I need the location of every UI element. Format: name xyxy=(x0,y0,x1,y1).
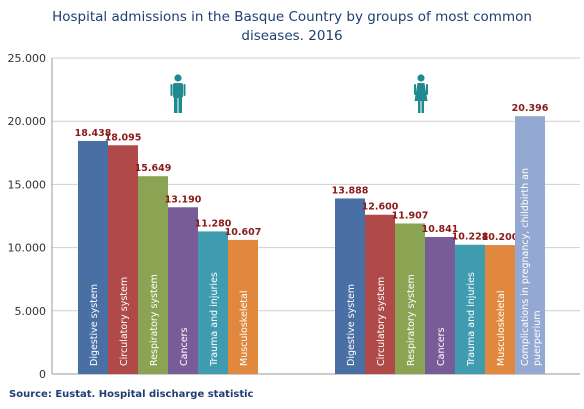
category-label: Cancers xyxy=(436,328,447,366)
category-label: Respiratory system xyxy=(149,274,160,366)
category-label: puerperium xyxy=(532,311,543,367)
female-icon xyxy=(414,74,428,113)
chart-title-line-1: Hospital admissions in the Basque Countr… xyxy=(52,9,532,25)
male-icon xyxy=(170,74,186,113)
bar xyxy=(425,236,455,374)
data-label: 20.396 xyxy=(512,103,549,114)
y-tick-label: 15.000 xyxy=(8,178,47,191)
data-label: 10.228 xyxy=(452,232,489,243)
source-note: Source: Eustat. Hospital discharge stati… xyxy=(9,389,254,400)
bar xyxy=(108,145,138,374)
y-tick-label: 20.000 xyxy=(8,115,47,128)
category-label: Trauma and injuries xyxy=(466,272,477,367)
bars-layer: 18.438 Digestive system 18.095 Circulatory … xyxy=(75,103,549,375)
bar xyxy=(455,244,485,374)
y-tick-label: 25.000 xyxy=(8,52,47,65)
category-label: Circulatory system xyxy=(119,277,130,366)
category-label: Cancers xyxy=(179,328,190,366)
icons-layer xyxy=(170,74,428,113)
bar xyxy=(168,207,198,374)
bar xyxy=(138,176,168,374)
chart-title-line-2: diseases. 2016 xyxy=(241,28,342,44)
data-label: 15.649 xyxy=(135,163,172,174)
bar xyxy=(515,116,545,375)
bar xyxy=(228,239,258,374)
bar xyxy=(485,245,515,374)
category-label: Circulatory system xyxy=(376,277,387,366)
category-label: Respiratory system xyxy=(406,274,417,366)
category-label: Musculoskeletal xyxy=(239,291,250,367)
bar xyxy=(78,140,108,374)
data-label: 12.600 xyxy=(362,202,399,213)
data-label: 11.907 xyxy=(392,210,429,221)
data-label: 10.841 xyxy=(422,224,459,235)
data-label: 18.095 xyxy=(105,132,142,143)
category-label: Digestive system xyxy=(89,284,100,366)
y-tick-label: 5.000 xyxy=(15,305,47,318)
data-label: 10.607 xyxy=(225,227,262,238)
data-label: 13.190 xyxy=(165,194,202,205)
data-label: 18.438 xyxy=(75,128,112,139)
category-label: Complications in pregnancy, childbirth a… xyxy=(520,168,531,366)
category-label: Trauma and injuries xyxy=(209,272,220,367)
category-label: Digestive system xyxy=(346,284,357,366)
bar xyxy=(198,231,228,374)
category-label: Musculoskeletal xyxy=(496,291,507,367)
y-tick-label: 10.000 xyxy=(8,242,47,255)
bar xyxy=(335,198,365,374)
bar xyxy=(365,214,395,374)
data-label: 10.200 xyxy=(482,232,519,243)
y-tick-label: 0 xyxy=(39,368,46,381)
bar xyxy=(395,223,425,374)
data-label: 13.888 xyxy=(332,185,369,196)
data-label: 11.280 xyxy=(195,218,232,229)
